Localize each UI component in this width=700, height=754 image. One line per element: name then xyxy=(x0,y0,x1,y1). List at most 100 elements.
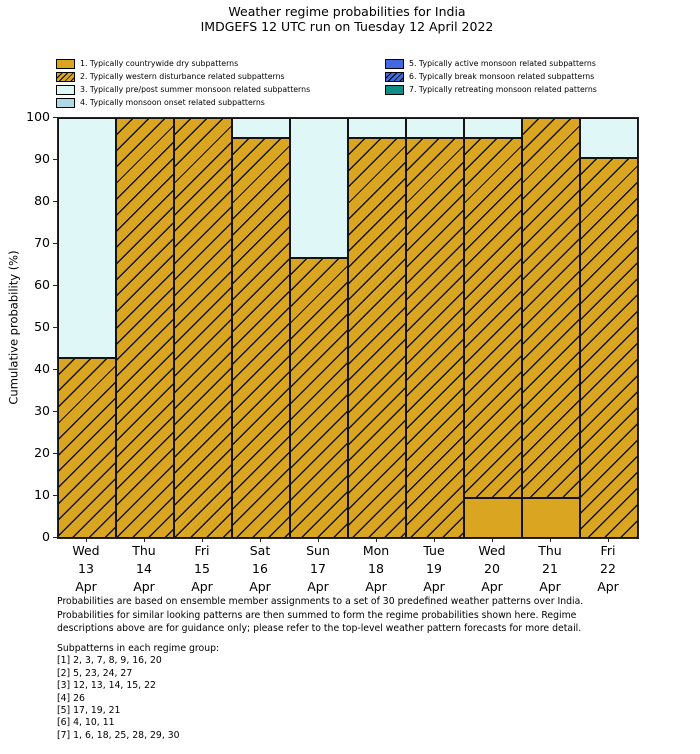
legend-label: 7. Typically retreating monsoon related … xyxy=(409,85,597,94)
x-tick-label-line: Thu xyxy=(132,543,156,558)
subpatterns-group-line: [4] 26 xyxy=(57,692,85,704)
x-tick-mark xyxy=(318,538,319,542)
bar-fri-22-apr xyxy=(580,118,638,538)
y-tick-mark xyxy=(53,117,57,118)
x-tick-label-line: Apr xyxy=(191,579,213,594)
x-tick-mark xyxy=(434,538,435,542)
x-tick-label-line: Thu xyxy=(538,543,562,558)
x-tick-label-line: Fri xyxy=(194,543,210,558)
y-tick-mark xyxy=(53,369,57,370)
x-tick-mark xyxy=(260,538,261,542)
y-tick-mark xyxy=(53,453,57,454)
x-tick-label-line: Fri xyxy=(600,543,616,558)
x-tick-label-line: Wed xyxy=(72,543,100,558)
legend-swatch xyxy=(385,84,404,95)
legend-column-left: 1. Typically countrywide dry subpatterns… xyxy=(56,57,310,109)
x-tick-label-line: Apr xyxy=(75,579,97,594)
bar-segment-regime-2 xyxy=(116,118,174,538)
x-tick-mark xyxy=(376,538,377,542)
x-tick-label: Tue 19 Apr xyxy=(405,542,463,596)
x-tick-label: Fri 22 Apr xyxy=(579,542,637,596)
subpatterns-list: Subpatterns in each regime group: [1] 2,… xyxy=(57,643,219,742)
legend-item: 4. Typically monsoon onset related subpa… xyxy=(56,96,310,109)
y-tick-label: 50 xyxy=(34,319,50,334)
x-tick-label: Thu 14 Apr xyxy=(115,542,173,596)
x-tick-label-line: Apr xyxy=(133,579,155,594)
bar-fri-15-apr xyxy=(174,118,232,538)
bar-segment-regime-3 xyxy=(464,118,522,139)
legend-item: 1. Typically countrywide dry subpatterns xyxy=(56,57,310,70)
legend-label: 6. Typically break monsoon related subpa… xyxy=(409,72,595,81)
bar-segment-regime-2 xyxy=(232,138,290,538)
x-tick-label-line: 21 xyxy=(542,561,558,576)
bar-sun-17-apr xyxy=(290,118,348,538)
x-tick-label-line: 16 xyxy=(252,561,268,576)
footer-line: Probabilities are based on ensemble memb… xyxy=(57,596,584,607)
bar-segment-regime-2 xyxy=(580,157,638,538)
legend-swatch xyxy=(56,58,75,69)
bar-segment-regime-3 xyxy=(58,118,116,358)
x-tick-mark xyxy=(608,538,609,542)
bar-segment-regime-3 xyxy=(580,118,638,158)
x-tick-label-line: Apr xyxy=(249,579,271,594)
x-tick-mark xyxy=(202,538,203,542)
x-tick-label-line: Apr xyxy=(423,579,445,594)
bar-segment-regime-3 xyxy=(290,118,348,258)
x-tick-label: Wed 20 Apr xyxy=(463,542,521,596)
x-tick-label-line: 14 xyxy=(136,561,152,576)
y-tick-mark xyxy=(53,201,57,202)
chart-title: Weather regime probabilities for India xyxy=(228,4,466,19)
bar-segment-regime-3 xyxy=(348,118,406,139)
y-tick-label: 90 xyxy=(34,151,50,166)
bar-segment-regime-2 xyxy=(174,118,232,538)
x-tick-label-line: Sun xyxy=(306,543,330,558)
x-tick-label-line: Mon xyxy=(362,543,390,558)
x-tick-label: Sun 17 Apr xyxy=(289,542,347,596)
x-tick-label-line: 18 xyxy=(368,561,384,576)
x-tick-label: Mon 18 Apr xyxy=(347,542,405,596)
legend-item: 6. Typically break monsoon related subpa… xyxy=(385,70,597,83)
y-tick-mark xyxy=(53,411,57,412)
bar-segment-regime-2 xyxy=(290,257,348,538)
x-tick-label-line: 13 xyxy=(78,561,94,576)
x-tick-mark xyxy=(144,538,145,542)
x-tick-label-line: 15 xyxy=(194,561,210,576)
legend-item: 3. Typically pre/post summer monsoon rel… xyxy=(56,83,310,96)
bar-segment-regime-1 xyxy=(522,498,580,538)
legend-label: 1. Typically countrywide dry subpatterns xyxy=(80,59,239,68)
x-tick-label-line: Apr xyxy=(307,579,329,594)
x-tick-label: Wed 13 Apr xyxy=(57,542,115,596)
x-tick-label-line: 19 xyxy=(426,561,442,576)
subpatterns-group-line: [1] 2, 3, 7, 8, 9, 16, 20 xyxy=(57,655,162,667)
x-tick-label-line: Wed xyxy=(478,543,506,558)
x-tick-mark xyxy=(492,538,493,542)
legend-column-right: 5. Typically active monsoon related subp… xyxy=(385,57,597,96)
bar-segment-regime-2 xyxy=(406,138,464,538)
y-tick-mark xyxy=(53,495,57,496)
subpatterns-group-line: [7] 1, 6, 18, 25, 28, 29, 30 xyxy=(57,729,180,741)
bar-thu-21-apr xyxy=(522,118,580,538)
x-tick-label-line: 22 xyxy=(600,561,616,576)
y-tick-mark xyxy=(53,159,57,160)
x-tick-label: Thu 21 Apr xyxy=(521,542,579,596)
chart-subtitle: IMDGEFS 12 UTC run on Tuesday 12 April 2… xyxy=(200,18,494,34)
footer-line: descriptions above are for guidance only… xyxy=(57,623,582,634)
footer-note: Probabilities are based on ensemble memb… xyxy=(57,595,583,636)
y-tick-label: 0 xyxy=(42,529,50,544)
legend-item: 5. Typically active monsoon related subp… xyxy=(385,57,597,70)
bar-segment-regime-2 xyxy=(348,138,406,538)
bar-wed-13-apr xyxy=(58,118,116,538)
bar-tue-19-apr xyxy=(406,118,464,538)
legend-item: 7. Typically retreating monsoon related … xyxy=(385,83,597,96)
bar-sat-16-apr xyxy=(232,118,290,538)
bar-segment-regime-2 xyxy=(522,118,580,499)
x-tick-label-line: Apr xyxy=(597,579,619,594)
x-tick-mark xyxy=(86,538,87,542)
x-tick-label-line: 17 xyxy=(310,561,326,576)
bar-segment-regime-3 xyxy=(232,118,290,139)
legend-label: 3. Typically pre/post summer monsoon rel… xyxy=(80,85,311,94)
bar-segment-regime-2 xyxy=(464,138,522,499)
y-tick-label: 70 xyxy=(34,235,50,250)
legend-swatch xyxy=(385,58,404,69)
